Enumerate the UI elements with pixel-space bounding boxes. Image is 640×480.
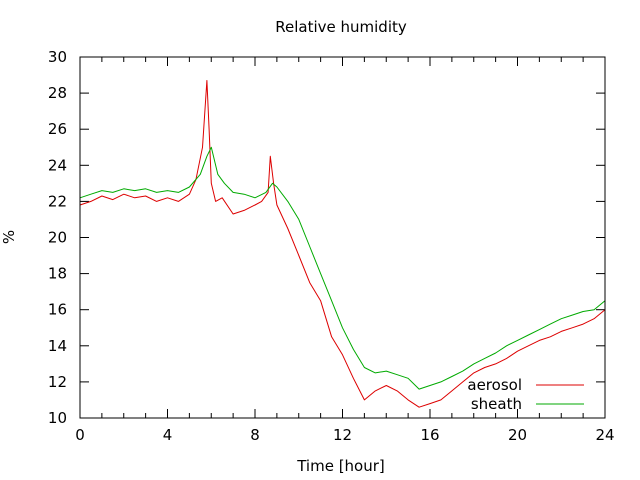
y-tick-label: 24 [48, 156, 67, 174]
x-axis-label: Time [hour] [296, 457, 385, 475]
y-tick-label: 10 [48, 409, 67, 427]
y-tick-label: 14 [48, 337, 67, 355]
y-tick-label: 12 [48, 373, 67, 391]
y-tick-label: 18 [48, 265, 67, 283]
x-tick-label: 0 [75, 426, 85, 444]
y-tick-label: 22 [48, 192, 67, 210]
plot-frame [79, 56, 606, 419]
x-tick-label: 4 [163, 426, 173, 444]
x-tick-label: 20 [508, 426, 527, 444]
y-axis-label: % [0, 230, 18, 244]
x-tick-label: 8 [250, 426, 260, 444]
legend-label-sheath: sheath [471, 395, 522, 413]
y-tick-label: 28 [48, 84, 67, 102]
series-line-aerosol [79, 80, 606, 408]
x-tick-label: 24 [595, 426, 614, 444]
y-tick-label: 30 [48, 48, 67, 66]
y-tick-label: 16 [48, 301, 67, 319]
y-tick-label: 20 [48, 229, 67, 247]
chart-title: Relative humidity [275, 18, 407, 36]
legend-label-aerosol: aerosol [467, 376, 522, 394]
y-tick-label: 26 [48, 120, 67, 138]
x-tick-label: 16 [420, 426, 439, 444]
series-line-sheath [79, 146, 606, 390]
x-tick-label: 12 [333, 426, 352, 444]
